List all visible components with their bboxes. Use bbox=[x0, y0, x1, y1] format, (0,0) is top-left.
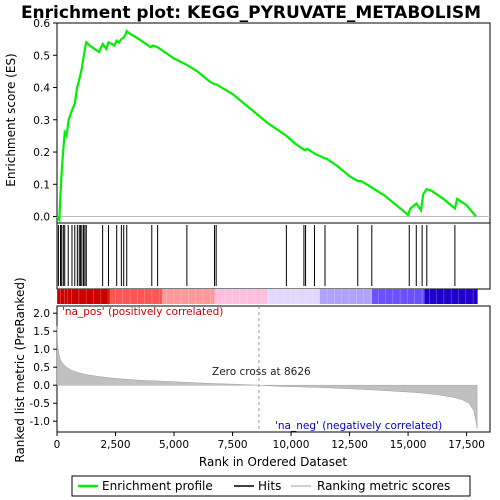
heatmap-segment bbox=[424, 289, 478, 304]
heatmap-segment bbox=[267, 289, 321, 304]
enrichment-profile-line bbox=[56, 29, 477, 224]
es-y-axis-ticks: 0.0 0.1 0.2 0.3 0.4 0.5 0.6 bbox=[33, 18, 57, 224]
chart-title: Enrichment plot: KEGG_PYRUVATE_METABOLIS… bbox=[21, 3, 481, 23]
x-tick-label: 2,500 bbox=[100, 439, 130, 451]
es-y-tick-label: 0.2 bbox=[33, 147, 50, 159]
legend-hits-label: Hits bbox=[258, 479, 281, 493]
pos-correlated-label: 'na_pos' (positively correlated) bbox=[62, 306, 223, 318]
x-tick-label: 15,000 bbox=[390, 439, 427, 451]
metric-y-axis-label: Ranked list metric (PreRanked) bbox=[13, 277, 27, 462]
es-y-tick-label: 0.1 bbox=[33, 179, 50, 191]
x-tick-label: 17,500 bbox=[448, 439, 485, 451]
heatmap-segment bbox=[372, 289, 426, 304]
x-axis-label: Rank in Ordered Dataset bbox=[199, 455, 347, 469]
es-curve-group bbox=[56, 29, 477, 224]
metric-y-tick-label: 0.0 bbox=[33, 380, 50, 392]
zero-cross-label: Zero cross at 8626 bbox=[212, 366, 311, 378]
es-y-tick-label: 0.6 bbox=[33, 18, 50, 30]
x-tick-label: 7,500 bbox=[218, 439, 248, 451]
heatmap-segment bbox=[109, 289, 163, 304]
metric-area-group bbox=[56, 325, 478, 429]
es-panel-frame bbox=[56, 22, 491, 224]
es-y-tick-label: 0.3 bbox=[33, 115, 50, 127]
x-tick-label: 10,000 bbox=[273, 439, 310, 451]
es-y-tick-label: 0.4 bbox=[33, 83, 50, 95]
metric-y-tick-label: 2.0 bbox=[33, 308, 50, 320]
metric-panel-frame bbox=[56, 305, 491, 433]
es-y-axis-label: Enrichment score (ES) bbox=[4, 53, 18, 186]
legend-enrichment-label: Enrichment profile bbox=[102, 479, 213, 493]
legend-box bbox=[71, 475, 471, 497]
hits-panel-frame bbox=[56, 222, 491, 290]
metric-y-axis-ticks: -1.0 -0.5 0.0 0.5 1.0 1.5 2.0 bbox=[30, 308, 57, 428]
x-tick-label: 12,500 bbox=[331, 439, 368, 451]
ranking-metric-area bbox=[56, 325, 478, 429]
x-tick-label: 0 bbox=[54, 439, 61, 451]
heatmap-segment bbox=[162, 289, 216, 304]
neg-correlated-label: 'na_neg' (negatively correlated) bbox=[275, 420, 442, 432]
metric-y-tick-label: -0.5 bbox=[30, 398, 51, 410]
heatmap-segment bbox=[319, 289, 373, 304]
es-y-tick-label: 0.0 bbox=[33, 212, 50, 224]
heatmap-segment bbox=[214, 289, 268, 304]
x-axis-ticks: 0 2,500 5,000 7,500 10,000 12,500 15,000 17,500 bbox=[54, 432, 485, 451]
metric-y-tick-label: 0.5 bbox=[33, 362, 50, 374]
hits-group bbox=[57, 225, 456, 286]
ranked-heatmap-bar bbox=[56, 289, 478, 304]
x-tick-label: 5,000 bbox=[159, 439, 189, 451]
metric-y-tick-label: -1.0 bbox=[30, 416, 51, 428]
es-y-tick-label: 0.5 bbox=[33, 50, 50, 62]
heatmap-segment bbox=[57, 289, 111, 304]
metric-y-tick-label: 1.0 bbox=[33, 344, 50, 356]
metric-y-tick-label: 1.5 bbox=[33, 326, 50, 338]
legend-metric-label: Ranking metric scores bbox=[317, 479, 450, 493]
